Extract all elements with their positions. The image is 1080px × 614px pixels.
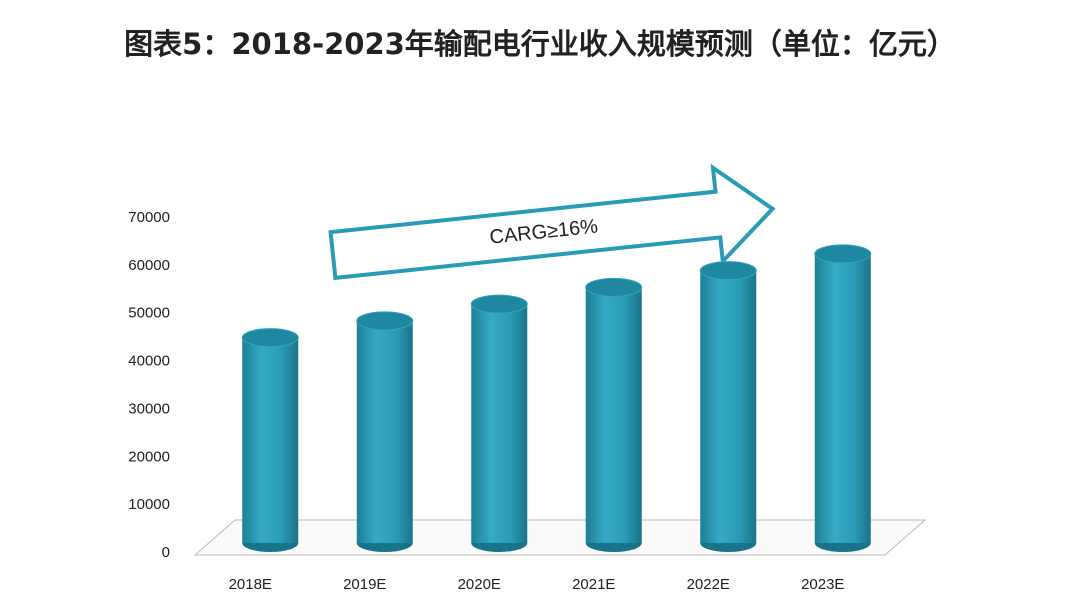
chart-title: 图表5：2018-2023年输配电行业收入规模预测（单位：亿元） <box>124 27 956 61</box>
x-tick-label: 2022E <box>687 576 730 593</box>
y-tick-label: 30000 <box>128 400 170 417</box>
y-tick-label: 70000 <box>128 209 170 226</box>
y-tick-label: 10000 <box>128 496 170 513</box>
y-tick-label: 60000 <box>128 257 170 274</box>
bar <box>814 244 872 552</box>
plot: 0 10000 20000 30000 40000 50000 60000 70000 2018… <box>128 209 872 593</box>
bar-body <box>585 287 642 543</box>
bar-body <box>814 253 871 543</box>
y-tick-label: 20000 <box>128 448 170 465</box>
x-tick-label: 2019E <box>343 576 386 593</box>
bar <box>699 261 757 552</box>
bar-top <box>814 244 872 264</box>
bar-top <box>241 328 299 348</box>
y-tick-label: 0 <box>162 544 170 561</box>
x-tick-label: 2018E <box>229 576 272 593</box>
bar-body <box>471 304 528 543</box>
bar <box>356 311 414 552</box>
x-tick-label: 2023E <box>801 576 844 593</box>
bar-top <box>470 294 528 314</box>
x-tick-label: 2021E <box>572 576 615 593</box>
bar-body <box>356 320 413 543</box>
bar-body <box>700 270 757 543</box>
arrow-shape <box>328 163 776 281</box>
y-tick-label: 50000 <box>128 305 170 322</box>
bar <box>241 328 299 552</box>
bar-top <box>585 277 643 297</box>
bar-body <box>242 337 299 543</box>
bar-top <box>356 311 414 331</box>
bar-top <box>699 261 757 281</box>
bar <box>585 277 643 552</box>
bar <box>470 294 528 552</box>
trend-arrow: CARG≥16% <box>328 163 776 281</box>
y-tick-label: 40000 <box>128 353 170 370</box>
x-tick-label: 2020E <box>458 576 501 593</box>
